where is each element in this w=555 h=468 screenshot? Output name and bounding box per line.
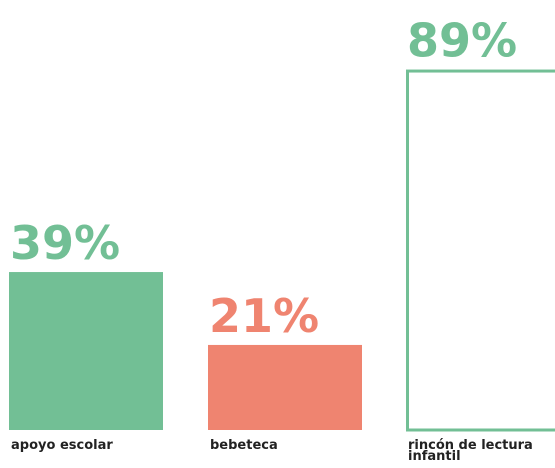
- category-label: bebeteca: [210, 438, 278, 453]
- value-label: 21%: [209, 289, 319, 343]
- bar: [208, 344, 362, 430]
- bar: [406, 69, 555, 432]
- value-label: 39%: [10, 216, 120, 270]
- category-label: rincón de lectura infantil: [408, 438, 533, 464]
- category-label: apoyo escolar: [11, 438, 113, 453]
- bar: [9, 272, 163, 430]
- value-label: 89%: [407, 14, 517, 68]
